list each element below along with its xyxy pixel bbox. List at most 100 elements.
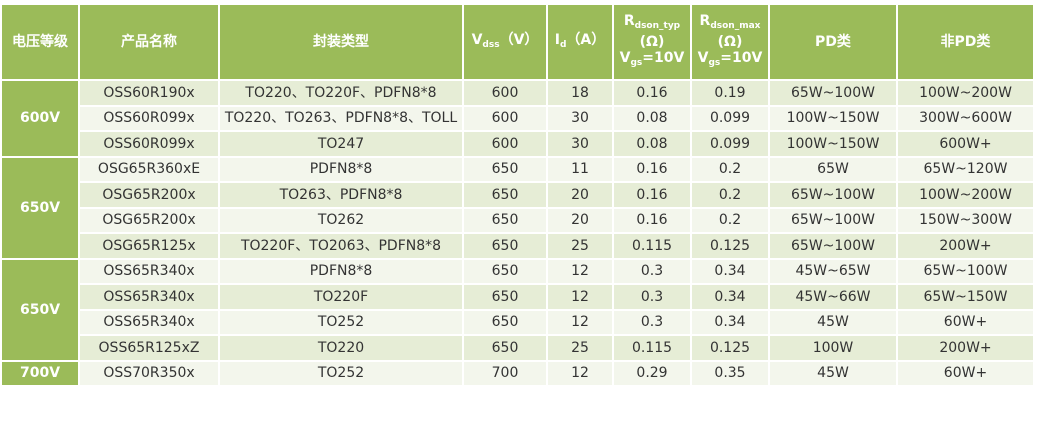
header-cell: Rdson_typ (Ω) Vgs=10V xyxy=(612,3,692,81)
table-cell: 600 xyxy=(462,79,548,107)
table-cell: 650 xyxy=(462,206,548,234)
table-cell: 65W~100W xyxy=(768,232,898,260)
table-cell: 0.35 xyxy=(690,359,770,387)
cell-text: 45W xyxy=(817,365,849,382)
header-cell: 电压等级 xyxy=(0,3,80,81)
table-cell: 100W~200W xyxy=(896,79,1035,107)
cell-text: PDFN8*8 xyxy=(309,263,373,280)
table-cell: 45W xyxy=(768,359,898,387)
cell-text: 650 xyxy=(491,237,519,254)
cell-text: 650 xyxy=(491,263,519,280)
condition-symbol: V xyxy=(697,50,709,66)
cell-text: OSG65R360xE xyxy=(97,161,201,178)
header-text: 产品名称 xyxy=(121,34,177,50)
table-cell: 12 xyxy=(546,257,614,285)
cell-text: 0.19 xyxy=(714,84,746,101)
table-cell: TO252 xyxy=(218,308,464,336)
table-cell: 650 xyxy=(462,283,548,311)
header-cell: Rdson_max (Ω) Vgs=10V xyxy=(690,3,770,81)
table-cell: 60W+ xyxy=(896,308,1035,336)
unit: (Ω) xyxy=(717,34,743,50)
table-cell: 0.19 xyxy=(690,79,770,107)
header-cell: PD类 xyxy=(768,3,898,81)
cell-text: TO262 xyxy=(317,212,365,229)
cell-text: 600W+ xyxy=(939,135,992,152)
table-cell: 0.2 xyxy=(690,181,770,209)
cell-text: TO220、TO220F、PDFN8*8 xyxy=(245,84,437,101)
table-cell: TO262 xyxy=(218,206,464,234)
cell-text: 12 xyxy=(571,263,589,280)
cell-text: 65W~100W xyxy=(791,237,875,254)
cell-text: PDFN8*8 xyxy=(309,161,373,178)
cell-text: OSS70R350x xyxy=(103,365,195,382)
cell-text: 0.115 xyxy=(631,237,673,254)
table-cell: 18 xyxy=(546,79,614,107)
header-row: 电压等级 产品名称 封装类型 Vdss（V） Id（A） Rdson_typ (Ω… xyxy=(0,3,1035,81)
cell-text: 0.3 xyxy=(640,263,664,280)
table-row: OSG65R200x TO263、PDFN8*8 650 20 0.16 0.2 65W~1… xyxy=(1,181,1035,209)
voltage-text: 600V xyxy=(19,110,61,127)
cell-text: 11 xyxy=(571,161,589,178)
table-cell: 65W~120W xyxy=(896,155,1035,183)
table-cell: 200W+ xyxy=(896,334,1035,362)
table-cell: 100W~200W xyxy=(896,181,1035,209)
header-text: 非PD类 xyxy=(940,34,991,50)
cell-text: 45W xyxy=(817,314,849,331)
table-cell: 150W~300W xyxy=(896,206,1035,234)
table-row: 600V OSS60R190x TO220、TO220F、PDFN8*8 600 18 0… xyxy=(0,79,1035,158)
table-cell: TO263、PDFN8*8 xyxy=(218,181,464,209)
cell-text: 0.34 xyxy=(714,288,746,305)
cell-text: 60W+ xyxy=(943,365,988,382)
cell-text: OSS60R099x xyxy=(103,110,195,127)
table-cell: 65W~150W xyxy=(896,283,1035,311)
table-cell: 650 xyxy=(462,308,548,336)
cell-text: 100W~150W xyxy=(786,135,880,152)
cell-text: 600 xyxy=(491,110,519,127)
table-cell: 650 xyxy=(462,155,548,183)
table-cell: OSG65R360xE xyxy=(78,155,220,183)
cell-text: 600 xyxy=(491,135,519,152)
cell-text: 20 xyxy=(571,212,589,229)
table-row: OSG65R200x TO262 650 20 0.16 0.2 65W~100W 150W~… xyxy=(1,206,1035,234)
header-cell: 产品名称 xyxy=(78,3,220,81)
cell-text: OSS65R340x xyxy=(103,263,195,280)
table-row: OSS65R125xZ TO220 650 25 0.115 0.125 100W 200W+ xyxy=(1,334,1035,362)
cell-text: 30 xyxy=(571,135,589,152)
table-cell: 12 xyxy=(546,359,614,387)
table-cell: 650 xyxy=(462,334,548,362)
cell-text: OSS60R099x xyxy=(103,135,195,152)
cell-text: 0.3 xyxy=(640,288,664,305)
table-cell: OSS70R350x xyxy=(78,359,220,387)
table-cell: OSS60R099x xyxy=(78,130,220,158)
table-cell: 0.099 xyxy=(690,104,770,132)
condition-symbol: V xyxy=(619,50,631,66)
symbol: R xyxy=(623,13,635,29)
cell-text: 65W~100W xyxy=(791,84,875,101)
cell-text: 0.16 xyxy=(636,84,668,101)
table-cell: OSS65R340x xyxy=(78,283,220,311)
header-cell: 封装类型 xyxy=(218,3,464,81)
table-cell: 0.16 xyxy=(612,181,692,209)
table-cell: TO220、TO220F、PDFN8*8 xyxy=(218,79,464,107)
table-row: OSS60R099x TO247 600 30 0.08 0.099 100W~150W 60… xyxy=(1,130,1035,158)
cell-text: 0.115 xyxy=(631,339,673,356)
header-cell: 非PD类 xyxy=(896,3,1035,81)
table-cell: OSG65R125x xyxy=(78,232,220,260)
cell-text: 200W+ xyxy=(939,237,992,254)
cell-text: 0.16 xyxy=(636,186,668,203)
symbol: V xyxy=(471,31,483,48)
cell-text: 600 xyxy=(491,84,519,101)
table-cell: 0.29 xyxy=(612,359,692,387)
cell-text: 60W+ xyxy=(943,314,988,331)
table-cell: 0.08 xyxy=(612,104,692,132)
table-cell: OSS60R099x xyxy=(78,104,220,132)
table-cell: 65W xyxy=(768,155,898,183)
cell-text: 0.125 xyxy=(709,237,751,254)
table-row: 650V OSS65R340x PDFN8*8 650 12 0.3 0.34 45W~65W… xyxy=(0,257,1035,362)
cell-text: 700 xyxy=(491,365,519,382)
table-cell: 0.125 xyxy=(690,232,770,260)
table-cell: 20 xyxy=(546,181,614,209)
table-cell: 200W+ xyxy=(896,232,1035,260)
condition-value: =10V xyxy=(720,50,763,66)
cell-text: 0.08 xyxy=(636,135,668,152)
